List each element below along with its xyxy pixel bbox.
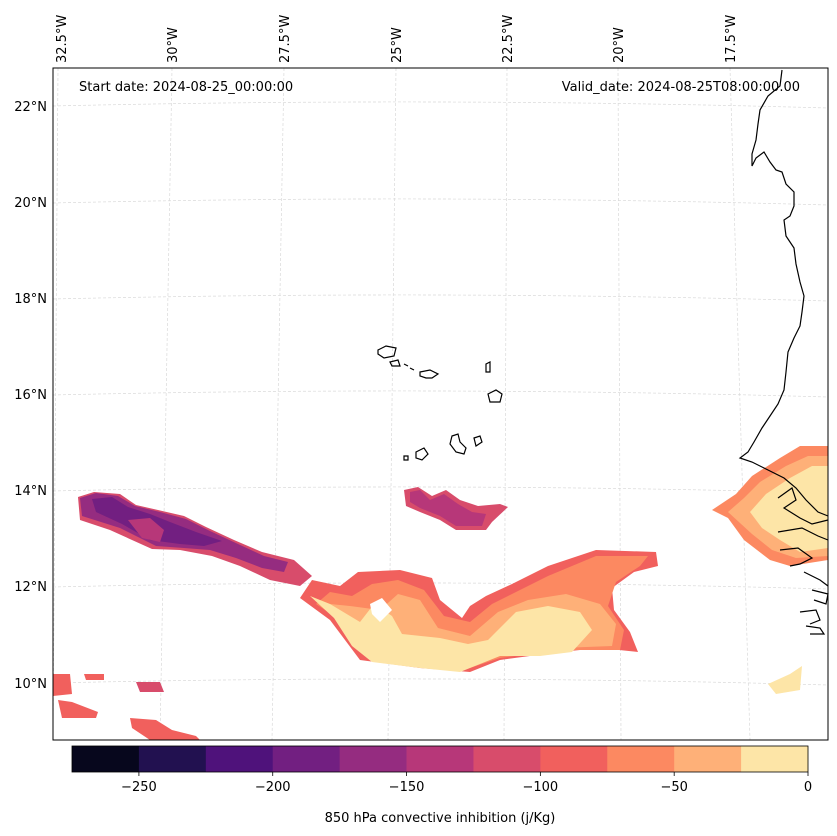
lat-label-16n: 16°N: [14, 388, 47, 403]
cin-sw-4: [136, 682, 164, 692]
coast-guinea-bissau: [779, 547, 829, 635]
island-sao-vicente: [389, 359, 401, 367]
lon-label-30w: 30°W: [166, 27, 181, 63]
lon-label-17.5w: 17.5°W: [724, 15, 739, 63]
colorbar-tick-label: −50: [660, 780, 687, 795]
cin-patch-central-core: [410, 490, 486, 526]
lon-label-20w: 20°W: [612, 27, 627, 63]
cin-sw-3: [84, 674, 104, 680]
cin-band-west-deep: [92, 497, 222, 546]
colorbar-tick-label: −250: [121, 780, 157, 795]
colorbar-ticks: −250 −200 −150 −100 −50 0: [121, 772, 812, 795]
colorbar-swatches: [72, 746, 809, 772]
lat-label-14n: 14°N: [14, 484, 47, 499]
colorbar-swatch: [205, 746, 274, 772]
colorbar-swatch: [473, 746, 541, 772]
cin-sw-1: [53, 674, 72, 696]
parallel-16n: [52, 390, 829, 398]
lon-label-27.5w: 27.5°W: [278, 15, 293, 63]
meridian-17.5w: [729, 67, 751, 741]
colorbar-tick-label: −100: [523, 780, 559, 795]
island-maio: [473, 435, 483, 447]
colorbar-label: 850 hPa convective inhibition (j/Kg): [325, 811, 556, 826]
meridian-32.5w: [52, 67, 59, 741]
parallel-14n: [52, 486, 829, 494]
cin-east-pale: [750, 466, 828, 552]
lat-label-22n: 22°N: [14, 100, 47, 115]
colorbar-frame: [71, 745, 809, 773]
graticule: [52, 67, 829, 741]
lat-label-10n: 10°N: [14, 677, 47, 692]
island-fogo: [415, 447, 429, 461]
parallel-12n: [52, 582, 829, 590]
colorbar-swatch: [72, 746, 140, 772]
cin-band-west-deepest: [128, 518, 164, 542]
cin-filled-contours: [53, 446, 828, 740]
island-santa-luzia: [403, 363, 415, 371]
island-sao-nicolau: [419, 369, 440, 379]
lat-label-18n: 18°N: [14, 292, 47, 307]
cin-sw-5: [130, 718, 200, 740]
colorbar-swatch: [540, 746, 608, 772]
parallel-10n: [52, 678, 829, 686]
lon-label-25w: 25°W: [390, 27, 405, 63]
colorbar-swatch: [741, 746, 809, 772]
cin-south-gap: [370, 598, 392, 622]
latitude-labels: 22°N 20°N 18°N 16°N 14°N 12°N 10°N: [14, 100, 47, 692]
parallel-22n: [52, 101, 829, 109]
island-santiago: [449, 433, 467, 455]
lat-label-12n: 12°N: [14, 580, 47, 595]
parallel-18n: [52, 294, 829, 302]
african-coastline: [738, 69, 829, 517]
island-brava: [403, 455, 409, 461]
coastlines: [377, 69, 829, 635]
island-santo-antao: [377, 345, 397, 359]
colorbar-tick-label: −200: [255, 780, 291, 795]
island-boa-vista: [487, 389, 503, 403]
start-date-label: Start date: 2024-08-25_00:00:00: [79, 80, 293, 95]
cin-east-small: [768, 666, 802, 694]
colorbar-swatch: [406, 746, 474, 772]
lon-label-32.5w: 32.5°W: [55, 15, 70, 63]
coast-gambia: [777, 487, 829, 541]
longitude-labels: 32.5°W 30°W 27.5°W 25°W 22.5°W 20°W 17.5…: [55, 15, 739, 63]
meridian-30w: [159, 67, 173, 741]
colorbar: −250 −200 −150 −100 −50 0 850 hPa convective …: [71, 745, 812, 826]
colorbar-tick-label: −150: [389, 780, 425, 795]
colorbar-tick-label: 0: [804, 780, 812, 795]
colorbar-swatch: [339, 746, 407, 772]
cin-sw-2: [58, 700, 98, 718]
map-frame: [52, 67, 829, 741]
colorbar-swatch: [674, 746, 742, 772]
island-sal: [485, 361, 491, 373]
lon-label-22.5w: 22.5°W: [501, 15, 516, 63]
parallel-20n: [52, 198, 829, 206]
meridian-27.5w: [271, 67, 285, 741]
colorbar-swatch: [138, 746, 207, 772]
colorbar-swatch: [607, 746, 675, 772]
colorbar-swatch: [272, 746, 341, 772]
valid-date-label: Valid_date: 2024-08-25T08:00:00.00: [562, 80, 800, 95]
lat-label-20n: 20°N: [14, 196, 47, 211]
